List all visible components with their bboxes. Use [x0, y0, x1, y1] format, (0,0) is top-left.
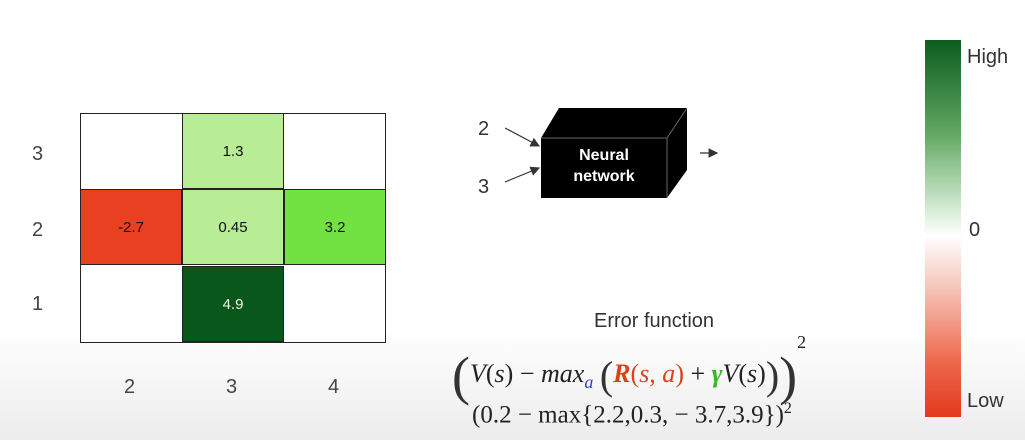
input-arrow-1: [504, 127, 541, 147]
formula-R: R: [613, 359, 631, 388]
cell-value: 1.3: [222, 142, 244, 160]
network-label: Neural network: [541, 145, 667, 187]
open-paren-mid: (: [599, 353, 614, 399]
numeric-expression: (0.2 − max{2.2,0.3, − 3.7,3.9}): [472, 401, 784, 429]
cell-value: 3.2: [324, 218, 346, 236]
open-paren-large: (: [452, 346, 470, 407]
network-input-1: 2: [478, 118, 490, 140]
network-label-line2: network: [573, 168, 635, 185]
grid-cell-2-3: 0.45: [182, 189, 284, 265]
network-label-line1: Neural: [579, 147, 629, 164]
box-top: [541, 108, 687, 138]
close-paren-mid: ): [765, 353, 780, 399]
value-grid: 1.3 -2.7 0.45 3.2 4.9: [80, 113, 386, 343]
close-paren-large: ): [779, 346, 798, 407]
grid-cell-1-3: 4.9: [182, 266, 284, 342]
cell-value: 4.9: [222, 295, 244, 313]
formula-plus: +: [690, 359, 706, 388]
box-front: [541, 138, 667, 198]
cell-value: 0.45: [218, 218, 248, 236]
x-label-3: 3: [226, 376, 238, 398]
error-function-title: Error function: [594, 310, 715, 332]
numeric-exponent: 2: [783, 400, 792, 417]
grid-cell-2-4: 3.2: [284, 189, 386, 265]
colorbar-label-zero: 0: [969, 219, 981, 241]
colorbar-label-high: High: [967, 46, 1009, 68]
grid-cell-2-2: -2.7: [80, 189, 182, 265]
formula-V: V: [469, 359, 486, 388]
y-label-1: 1: [32, 293, 44, 315]
formula-gamma: γ: [711, 359, 723, 388]
y-label-3: 3: [32, 143, 44, 165]
cell-value: -2.7: [118, 218, 144, 236]
input-arrow-2: [504, 166, 541, 183]
formula-sub-a: a: [584, 372, 594, 393]
formula-max: max: [541, 359, 585, 388]
neural-network-box: [504, 107, 719, 198]
box-edge: [666, 107, 688, 139]
network-input-2: 3: [478, 176, 490, 198]
color-scale-bar: [925, 40, 961, 417]
error-formula: (V(s) − maxa (R(s, a) + γV(s)))2: [452, 332, 807, 407]
y-label-2: 2: [32, 219, 44, 241]
formula-exponent: 2: [797, 332, 807, 352]
colorbar-label-low: Low: [967, 390, 1004, 412]
x-label-4: 4: [328, 376, 340, 398]
formula-s: s: [494, 359, 505, 388]
numeric-formula: (0.2 − max{2.2,0.3, − 3.7,3.9})2: [472, 400, 792, 429]
formula-s-a: s, a: [639, 359, 676, 388]
formula-minus: −: [519, 359, 535, 388]
x-label-2: 2: [124, 376, 136, 398]
formula-V2: V: [722, 359, 739, 388]
formula-s2: s: [747, 359, 758, 388]
grid-cell-3-3: 1.3: [182, 113, 284, 189]
